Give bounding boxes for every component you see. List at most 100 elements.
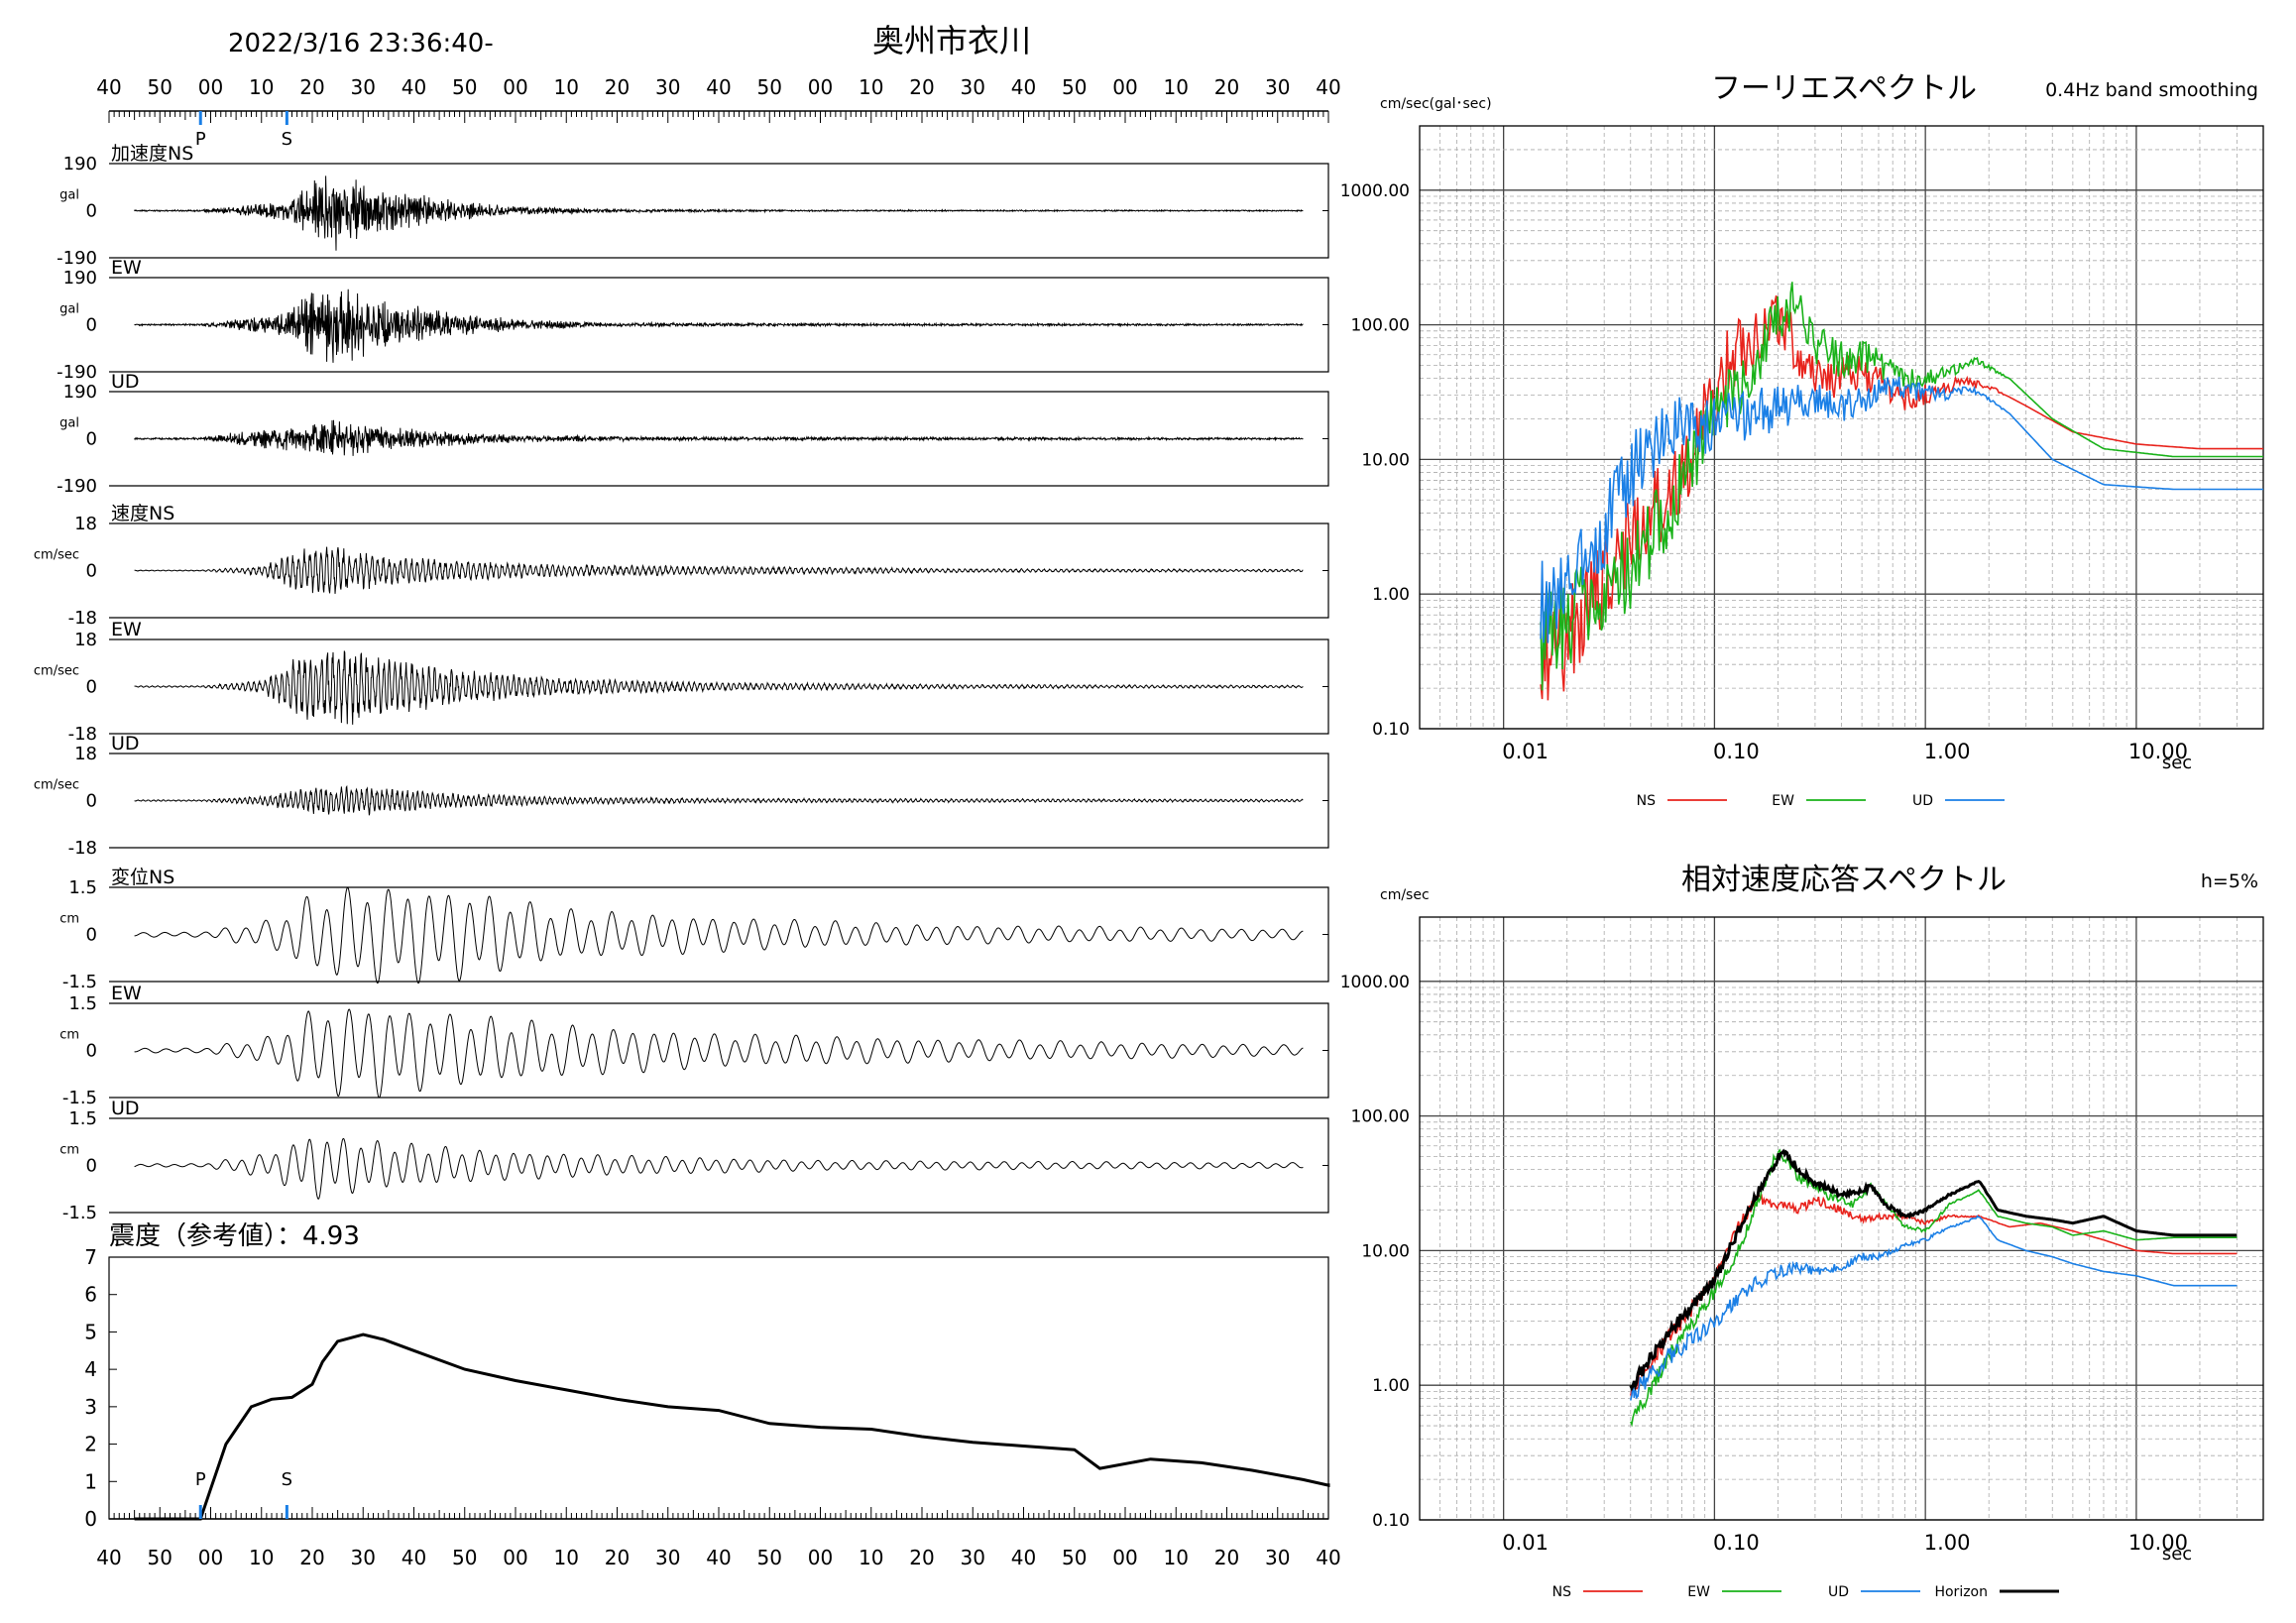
panel-label: 加速度NS — [111, 143, 193, 165]
time-tick-label: 00 — [198, 75, 223, 99]
time-tick-label: 40 — [1011, 1546, 1036, 1569]
time-tick-label: 50 — [452, 1546, 477, 1569]
y-zero-label: 0 — [86, 201, 97, 222]
y-max-label: 190 — [63, 382, 97, 403]
spectrum-y-tick-label: 100.00 — [1351, 316, 1410, 336]
unit-label: cm/sec — [34, 778, 79, 793]
time-tick-label: 20 — [1214, 75, 1239, 99]
time-tick-label: 50 — [452, 75, 477, 99]
spectrum-title: フーリエスペクトル — [1711, 71, 1977, 106]
time-tick-label: 50 — [148, 75, 172, 99]
y-max-label: 190 — [63, 154, 97, 174]
y-min-label: -1.5 — [62, 1088, 97, 1108]
time-tick-label: 10 — [1164, 75, 1189, 99]
time-tick-label: 40 — [402, 1546, 426, 1569]
time-tick-label: 30 — [961, 1546, 985, 1569]
spectrum-y-tick-label: 100.00 — [1351, 1107, 1410, 1127]
velocity-ew-panel: EW 18 0 -18 cm/sec — [34, 619, 1329, 745]
time-tick-label: 20 — [909, 1546, 934, 1569]
spectrum-x-tick-label: 0.10 — [1713, 740, 1760, 763]
waveform-trace — [134, 886, 1304, 985]
spectrum-x-tick-label: 0.01 — [1502, 1531, 1549, 1555]
y-min-label: -18 — [68, 608, 97, 629]
time-tick-label: 40 — [96, 75, 121, 99]
time-tick-label: 20 — [1214, 1546, 1239, 1569]
series-line-horizon — [1629, 1148, 2238, 1392]
spectrum-y-unit: cm/sec — [1380, 887, 1430, 903]
spectrum-x-tick-label: 1.00 — [1924, 740, 1971, 763]
time-tick-label: 30 — [1265, 1546, 1290, 1569]
time-tick-label: 00 — [808, 75, 833, 99]
time-tick-label: 10 — [1164, 1546, 1189, 1569]
series-line-ew — [1630, 1148, 2238, 1428]
waveform-trace — [134, 546, 1304, 594]
time-tick-label: 40 — [96, 1546, 121, 1569]
station-name: 奥州市衣川 — [872, 22, 1031, 59]
acceleration-ns-panel: 加速度NS 190 0 -190 gal — [57, 143, 1329, 269]
phase-marker-label: P — [195, 1469, 206, 1490]
time-axis-top: 40 50 00 10 20 30 40 50 00 10 20 30 40 50 00 10 20 30 40 50… — [96, 75, 1340, 150]
intensity-label: 震度（参考値）：4.93 — [109, 1221, 360, 1251]
phase-marker-label: S — [282, 129, 292, 150]
y-min-label: -1.5 — [62, 1203, 97, 1223]
time-tick-label: 10 — [859, 1546, 883, 1569]
waveform-trace — [134, 1008, 1304, 1099]
time-tick-label: 30 — [351, 75, 376, 99]
y-zero-label: 0 — [86, 315, 97, 336]
unit-label: gal — [59, 302, 79, 317]
spectrum-title: 相対速度応答スペクトル — [1681, 863, 2007, 897]
legend-label: EW — [1772, 793, 1794, 809]
spectrum-y-tick-label: 10.00 — [1361, 1241, 1410, 1261]
intensity-tick-label: 0 — [84, 1507, 97, 1531]
time-tick-label: 40 — [402, 75, 426, 99]
y-zero-label: 0 — [86, 561, 97, 582]
series-line-ns — [1540, 294, 2263, 701]
waveform-trace — [134, 1137, 1304, 1200]
y-min-label: -190 — [57, 362, 97, 383]
panel-frame — [109, 886, 1329, 983]
y-min-label: -190 — [57, 248, 97, 269]
panel-label: UD — [111, 1098, 140, 1119]
velocity-ud-panel: UD 18 0 -18 cm/sec — [34, 733, 1329, 859]
panel-label: UD — [111, 371, 140, 393]
time-tick-label: 40 — [706, 1546, 731, 1569]
time-tick-label: 40 — [1011, 75, 1036, 99]
waveform-panels: 加速度NS 190 0 -190 gal EW 190 0 -190 gal UD 190 0 -190 g… — [34, 143, 1329, 1223]
intensity-tick-label: 4 — [84, 1357, 97, 1381]
intensity-tick-label: 5 — [84, 1320, 97, 1343]
y-max-label: 1.5 — [68, 1108, 97, 1129]
time-tick-label: 00 — [1112, 1546, 1137, 1569]
time-tick-label: 50 — [1062, 1546, 1087, 1569]
spectrum-y-unit: cm/sec(gal･sec) — [1380, 96, 1492, 112]
legend-label: NS — [1637, 793, 1656, 809]
y-min-label: -18 — [68, 724, 97, 745]
legend-label: UD — [1912, 793, 1933, 809]
intensity-tick-label: 1 — [84, 1469, 97, 1493]
time-tick-label: 50 — [148, 1546, 172, 1569]
intensity-tick-label: 6 — [84, 1283, 97, 1307]
waveform-trace — [134, 175, 1304, 251]
time-tick-label: 50 — [757, 1546, 782, 1569]
y-max-label: 1.5 — [68, 877, 97, 898]
unit-label: cm — [59, 912, 79, 927]
panel-label: 変位NS — [111, 867, 174, 888]
unit-label: cm/sec — [34, 548, 79, 563]
y-min-label: -18 — [68, 838, 97, 859]
spectrum-x-tick-label: 0.01 — [1502, 740, 1549, 763]
intensity-tick-label: 3 — [84, 1395, 97, 1419]
spectrum-frame — [1419, 125, 2264, 730]
time-tick-label: 20 — [909, 75, 934, 99]
time-tick-label: 30 — [1265, 75, 1290, 99]
time-tick-label: 00 — [503, 1546, 527, 1569]
spectrum-frame — [1419, 916, 2264, 1521]
time-tick-label: 20 — [299, 75, 324, 99]
time-tick-label: 30 — [655, 1546, 680, 1569]
acceleration-ew-panel: EW 190 0 -190 gal — [57, 257, 1329, 383]
panel-label: EW — [111, 257, 142, 279]
spectrum-y-tick-label: 10.00 — [1361, 450, 1410, 470]
time-tick-label: 10 — [554, 1546, 579, 1569]
spectrum-x-tick-label: 10.00 — [2128, 1531, 2188, 1555]
velocity-ns-panel: 速度NS 18 0 -18 cm/sec — [34, 503, 1329, 629]
spectrum-x-tick-label: 0.10 — [1713, 1531, 1760, 1555]
